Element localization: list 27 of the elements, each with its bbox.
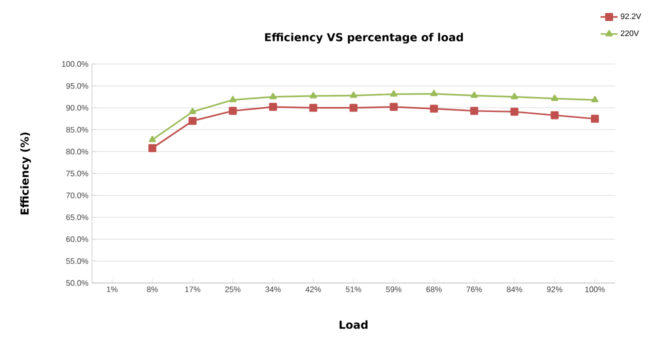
point <box>390 102 398 111</box>
point <box>350 104 358 112</box>
point <box>189 108 196 114</box>
point <box>510 92 518 100</box>
point <box>590 114 599 123</box>
point <box>148 144 156 152</box>
point <box>430 90 438 96</box>
point <box>550 111 559 120</box>
point <box>470 92 478 98</box>
x-axis-title: Load <box>340 320 368 329</box>
point <box>591 96 598 102</box>
point <box>510 108 518 116</box>
point <box>269 102 278 111</box>
point <box>229 96 236 102</box>
point <box>309 104 318 112</box>
chart-title: Efficiency VS percentage of load <box>265 32 463 44</box>
point <box>148 136 156 142</box>
point <box>430 104 438 113</box>
point <box>390 90 398 97</box>
point <box>470 106 478 115</box>
y-axis-title: Efficiency (%) <box>20 132 31 214</box>
point <box>551 94 558 101</box>
point <box>350 92 358 98</box>
point <box>228 106 237 115</box>
point <box>269 92 277 100</box>
point <box>310 92 317 98</box>
point <box>188 116 197 125</box>
